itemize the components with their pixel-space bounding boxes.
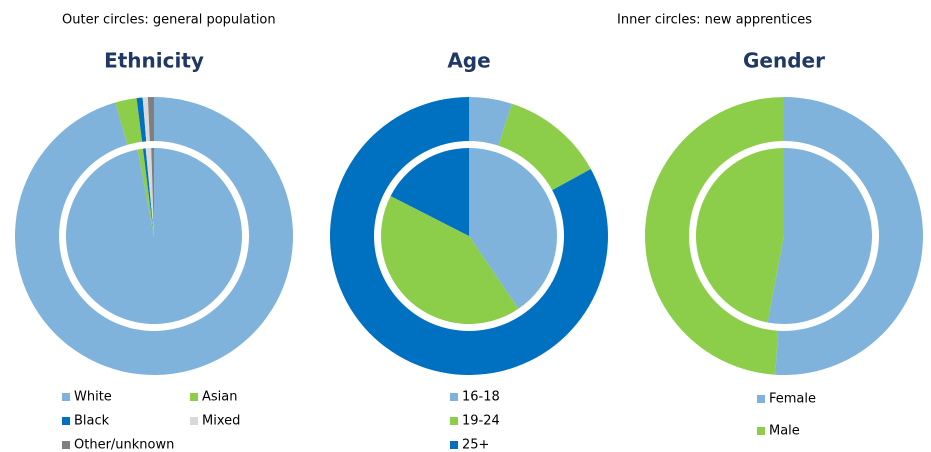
chart-title: Gender (743, 49, 825, 73)
legend-label: Mixed (202, 414, 240, 429)
inner-slice (469, 148, 557, 309)
inner-slice (142, 148, 154, 236)
legend-label: 25+ (462, 438, 489, 452)
legend-swatch (450, 417, 458, 425)
legend-swatch (450, 441, 458, 449)
legend-label: Asian (202, 390, 237, 405)
inner-slice (145, 148, 154, 236)
legend-label: Female (769, 392, 816, 407)
inner-slice (151, 148, 154, 236)
legend-label: White (74, 390, 112, 405)
legend-swatch (450, 393, 458, 401)
inner-slice (390, 148, 469, 236)
inner-slice (767, 148, 872, 324)
legend-swatch (62, 393, 70, 401)
note: Outer circles: general population (62, 13, 276, 28)
legend-label: 16-18 (462, 390, 500, 405)
legend-swatch (190, 417, 198, 425)
legend-label: 19-24 (462, 414, 500, 429)
chart-title: Ethnicity (104, 49, 204, 73)
legend-label: Other/unknown (74, 438, 174, 452)
note: Inner circles: new apprentices (617, 13, 812, 28)
legend-swatch (757, 427, 765, 435)
inner-slice (137, 148, 154, 236)
legend-swatch (757, 395, 765, 403)
inner-slice (696, 148, 784, 323)
legend-swatch (62, 417, 70, 425)
legend-swatch (62, 441, 70, 449)
legend-label: Male (769, 424, 800, 439)
inner-slice (65, 148, 242, 324)
chart-title: Age (447, 49, 490, 73)
legend-label: Black (74, 414, 110, 429)
legend-swatch (190, 393, 198, 401)
inner-slice (381, 196, 519, 324)
